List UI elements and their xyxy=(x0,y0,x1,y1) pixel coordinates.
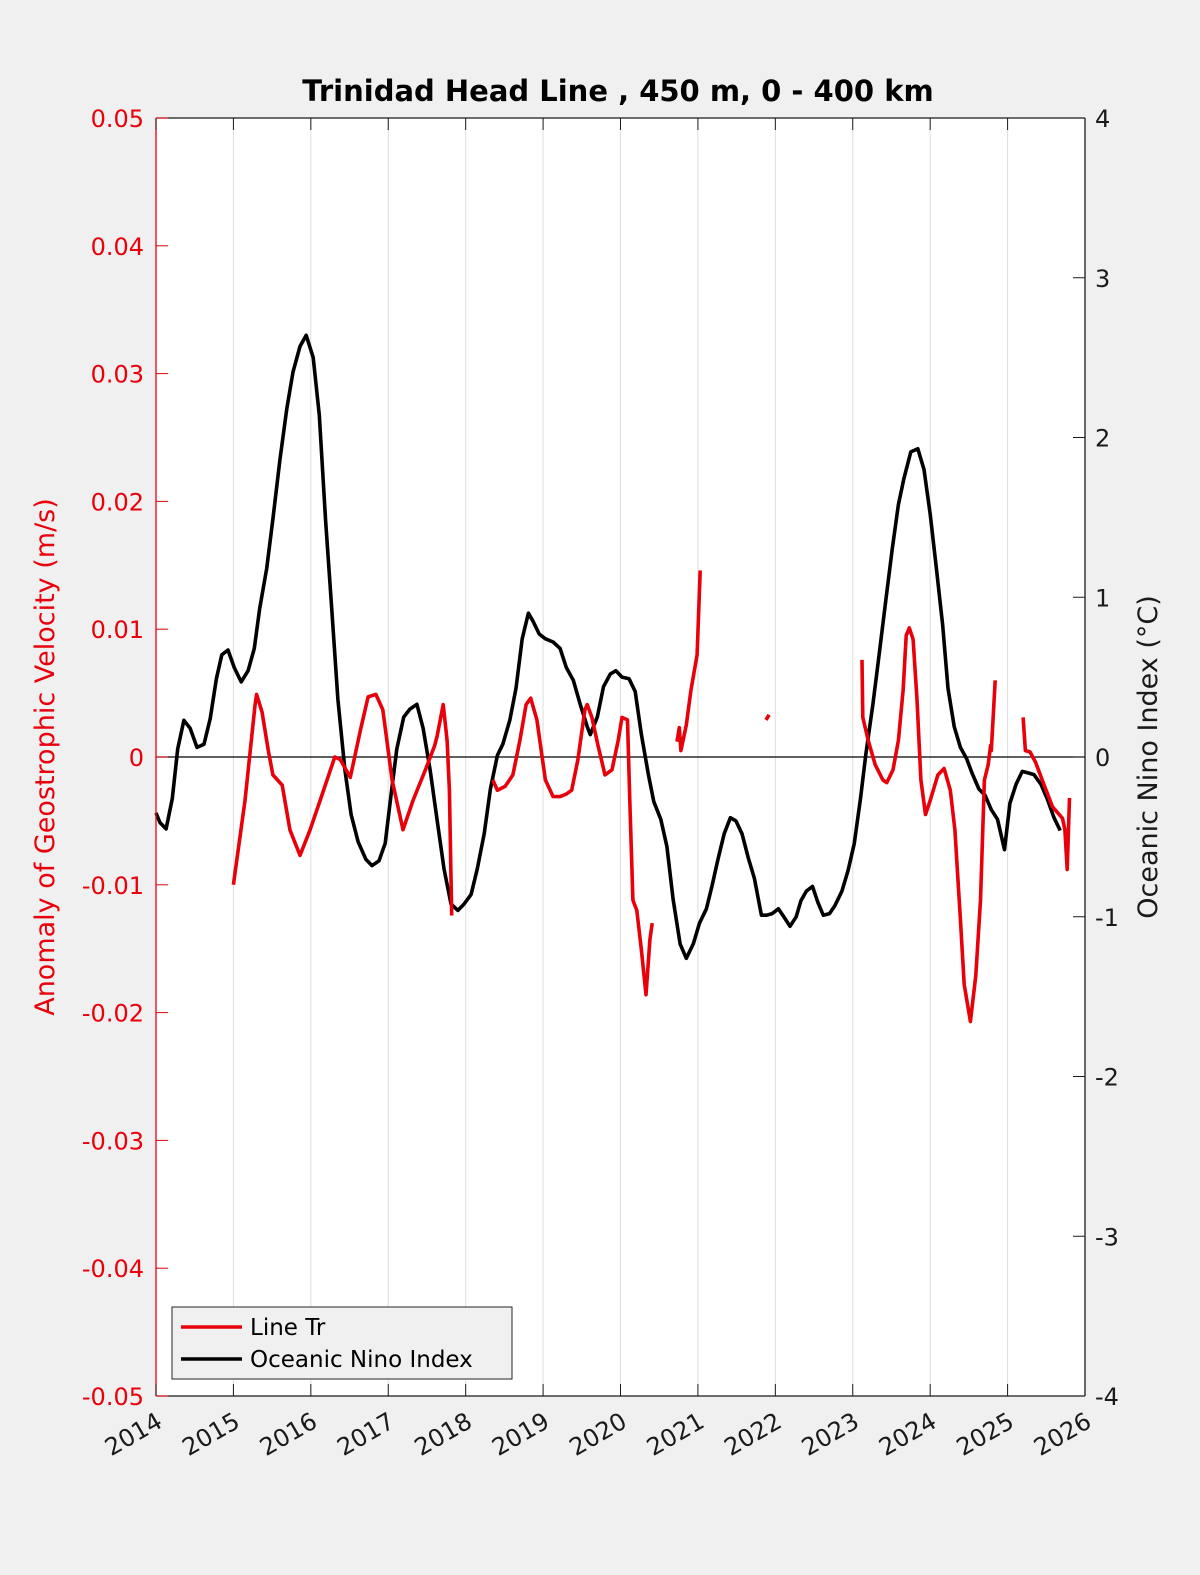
y-right-tick-label: -3 xyxy=(1095,1223,1119,1251)
y-right-tick-label: -1 xyxy=(1095,904,1119,932)
y-left-tick-label: -0.01 xyxy=(82,872,144,900)
x-tick-label: 2018 xyxy=(410,1407,477,1462)
legend-box xyxy=(171,1306,513,1380)
y-left-tick-label: 0.01 xyxy=(91,616,144,644)
x-tick-label: 2024 xyxy=(874,1407,941,1462)
x-tick-label: 2015 xyxy=(178,1407,245,1462)
x-tick-label: 2020 xyxy=(565,1407,632,1462)
y-left-tick-label: 0.05 xyxy=(91,105,144,133)
x-tick-label: 2026 xyxy=(1029,1407,1096,1462)
y-right-tick-label: -4 xyxy=(1095,1383,1119,1411)
legend: Line Tr Oceanic Nino Index xyxy=(171,1306,513,1380)
y-left-tick-label: 0 xyxy=(129,744,144,772)
chart-title: Trinidad Head Line , 450 m, 0 - 400 km xyxy=(302,74,933,108)
series-layer xyxy=(154,333,1072,1024)
legend-label-oni: Oceanic Nino Index xyxy=(250,1347,473,1373)
series-line-line-tr xyxy=(491,696,654,997)
y-right-tick-label: 4 xyxy=(1095,105,1110,133)
y-left-tick-label: -0.04 xyxy=(82,1255,144,1283)
y-left-tick-label: 0.02 xyxy=(91,488,144,516)
y-axis-right-label: Oceanic Nino Index (°C) xyxy=(1133,595,1164,919)
y-axis-left-label: Anomaly of Geostrophic Velocity (m/s) xyxy=(30,498,61,1016)
x-tick-label: 2023 xyxy=(797,1407,864,1462)
series-line-oceanic-nino-index xyxy=(154,333,1062,961)
y-right-tick-label: 1 xyxy=(1095,584,1110,612)
series-line-line-tr xyxy=(1021,717,1072,872)
series-line-line-tr xyxy=(675,570,702,753)
x-tick-label: 2022 xyxy=(719,1407,786,1462)
series-line-line-tr xyxy=(860,626,997,1024)
series-line-line-tr xyxy=(231,692,454,916)
y-left-tick-label: 0.03 xyxy=(91,361,144,389)
x-tick-label: 2017 xyxy=(332,1407,399,1462)
y-left-tick-label: -0.05 xyxy=(82,1383,144,1411)
legend-label-line-tr: Line Tr xyxy=(250,1315,326,1341)
y-left-tick-label: -0.02 xyxy=(82,1000,144,1028)
axis-ticks xyxy=(155,117,1086,1397)
x-tick-label: 2021 xyxy=(642,1407,709,1462)
x-tick-label: 2016 xyxy=(255,1407,322,1462)
y-right-tick-label: 0 xyxy=(1095,744,1110,772)
y-left-tick-label: -0.03 xyxy=(82,1127,144,1155)
y-right-tick-label: 3 xyxy=(1095,265,1110,293)
y-right-tick-label: -2 xyxy=(1095,1064,1119,1092)
x-tick-label: 2025 xyxy=(952,1407,1019,1462)
x-tick-label: 2019 xyxy=(487,1407,554,1462)
series-line-line-tr xyxy=(764,713,771,721)
x-tick-label: 2014 xyxy=(100,1407,167,1462)
y-right-tick-label: 2 xyxy=(1095,425,1110,453)
y-left-tick-label: 0.04 xyxy=(91,233,144,261)
